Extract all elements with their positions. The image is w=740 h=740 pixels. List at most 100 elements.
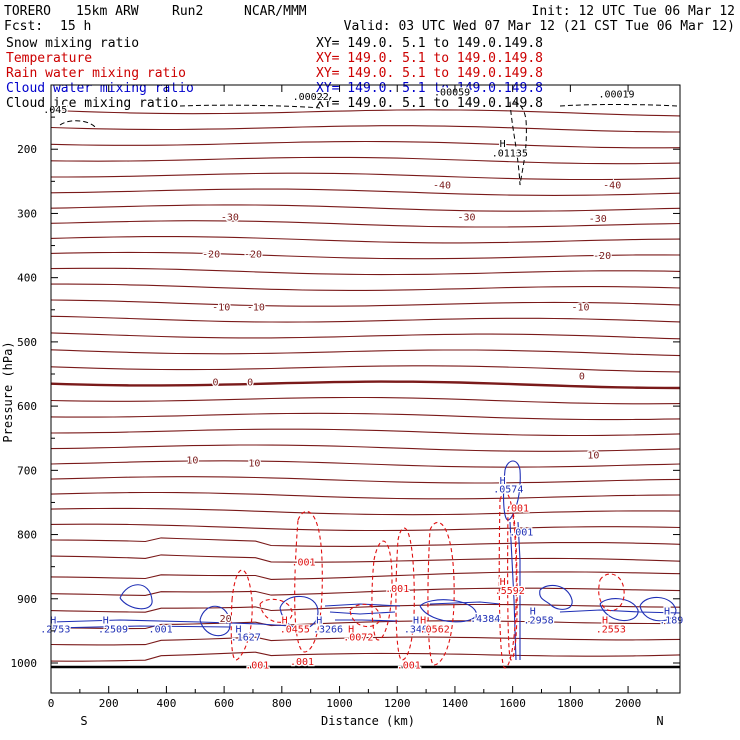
legend-temperature-xy: XY= 149.0. 5.1 to 149.0.149.8: [316, 51, 543, 66]
rain-water-contour: [349, 603, 381, 628]
temperature-label: -10: [212, 303, 230, 314]
cloud-water-label: .2753: [40, 624, 70, 635]
y-tick-label: 900: [17, 593, 37, 606]
isotherm: [51, 283, 681, 291]
temperature-label: 0: [212, 378, 218, 389]
x-tick-label: 200: [99, 697, 119, 710]
fcst-value: 15 h: [60, 19, 91, 34]
cloud-water-contour: [559, 609, 681, 614]
snow-contour: [559, 104, 679, 107]
isotherm: [50, 554, 681, 563]
cloud-water-label: .4384: [470, 614, 500, 625]
rain-water-label: .0455: [280, 624, 310, 635]
legend-cloud-ice-xy: XY= 149.0. 5.1 to 149.0.149.8: [316, 96, 543, 111]
isotherm: [50, 428, 681, 437]
isotherm: [50, 476, 681, 484]
cloud-water-label: H: [413, 615, 419, 626]
isotherm-zero: [50, 380, 681, 390]
isotherm: [50, 299, 681, 307]
x-tick-label: 2000: [615, 697, 642, 710]
temperature-label: 20: [220, 614, 232, 625]
isotherm: [50, 507, 681, 516]
x-tick-label: 1200: [384, 697, 411, 710]
x-tick-label: 800: [272, 697, 292, 710]
cloud-water-label: .2958: [524, 615, 554, 626]
cloud-water-contour: [335, 619, 399, 622]
isotherm: [50, 156, 681, 165]
x-tick-label: 400: [156, 697, 176, 710]
y-tick-label: 500: [17, 336, 37, 349]
isotherm: [50, 620, 681, 630]
cloud-water-label: .3266: [313, 624, 343, 635]
snow-contour: [59, 120, 97, 129]
rain-water-contour: [371, 540, 393, 641]
temperature-label: 10: [587, 450, 599, 461]
isotherm: [50, 587, 681, 596]
x-tick-label: 0: [48, 697, 55, 710]
snow-label: H: [500, 139, 506, 150]
south-end-label: S: [80, 714, 87, 728]
temperature-label: 0: [579, 371, 585, 382]
temperature-label: -20: [202, 249, 220, 260]
x-tick-label: 1400: [442, 697, 469, 710]
cloud-water-label: .2509: [98, 624, 128, 635]
axis-ticks: 0 200 400 600 800 1000 1200 1400 1600 1800 2000200…: [11, 85, 680, 710]
valid-time: Valid: 03 UTC Wed 07 Mar 12 (21 CST Tue …: [344, 19, 735, 34]
fcst-label: Fcst:: [4, 19, 43, 34]
snow-contours: [59, 101, 679, 186]
legend-cloud-water-xy: XY= 149.0. 5.1 to 149.0.149.8: [316, 81, 543, 96]
legend: Snow mixing ratio XY= 149.0. 5.1 to 149.…: [6, 36, 543, 111]
rain-water-label: H: [602, 615, 608, 626]
rain-water-label: .001: [290, 657, 314, 668]
cloud-water-contour: [517, 521, 521, 660]
rain-water-contour: [427, 521, 455, 666]
isotherm: [50, 491, 681, 500]
init-time: Init: 12 UTC Tue 06 Mar 12: [532, 4, 736, 19]
legend-snow-xy: XY= 149.0. 5.1 to 149.0.149.8: [316, 36, 543, 51]
cloud-water-label: .001: [509, 527, 533, 538]
cloud-water-label: .001: [149, 624, 173, 635]
cloud-water-contour: [419, 599, 477, 623]
isotherm: [50, 444, 681, 452]
rain-water-contour: [395, 527, 415, 661]
rain-water-contour: [294, 511, 323, 653]
cloud-water-contour: [599, 598, 639, 622]
cloud-water-contour: [639, 596, 677, 622]
y-axis-label: Pressure (hPa): [1, 341, 15, 442]
x-tick-label: 1000: [326, 697, 353, 710]
model-run: Run2: [172, 4, 203, 19]
cloud-water-label: H: [530, 606, 536, 617]
isotherm: [50, 332, 681, 340]
isotherm: [50, 571, 681, 580]
rain-water-label: .0562: [420, 624, 450, 635]
isotherm: [50, 651, 681, 662]
rain-water-contour: [598, 573, 625, 612]
temperature-label: 10: [186, 455, 198, 466]
y-tick-label: 800: [17, 529, 37, 542]
x-tick-label: 1600: [499, 697, 526, 710]
temperature-label: -40: [603, 181, 621, 192]
isotherm: [50, 204, 681, 212]
y-tick-label: 300: [17, 207, 37, 220]
model-org: NCAR/MMM: [244, 4, 307, 19]
isotherm: [50, 349, 681, 357]
isotherm: [50, 412, 681, 421]
x-axis-label: Distance (km): [321, 714, 415, 728]
legend-temperature-name: Temperature: [6, 51, 92, 66]
model-resolution: 15km ARW: [76, 4, 139, 19]
plot-area: -40 -40 -30 -30 -30 -20 -20 -20 -10 -10 -10 0 0 0 10 10…: [11, 84, 685, 710]
snow-contour: [509, 101, 527, 186]
cloud-water-label: H: [475, 613, 481, 624]
isotherm: [50, 460, 681, 468]
temperature-label: -30: [221, 213, 239, 224]
temperature-contours: [50, 109, 681, 669]
snow-label: .00019: [598, 89, 634, 100]
cloud-water-contour: [51, 619, 291, 627]
rain-water-label: H: [500, 577, 506, 588]
rain-water-label: .001: [291, 558, 315, 569]
rain-water-contours: [230, 491, 625, 669]
temperature-label: -40: [433, 181, 451, 192]
y-tick-label: 600: [17, 400, 37, 413]
legend-cloud-ice-name: Cloud ice mixing ratio: [6, 96, 178, 111]
